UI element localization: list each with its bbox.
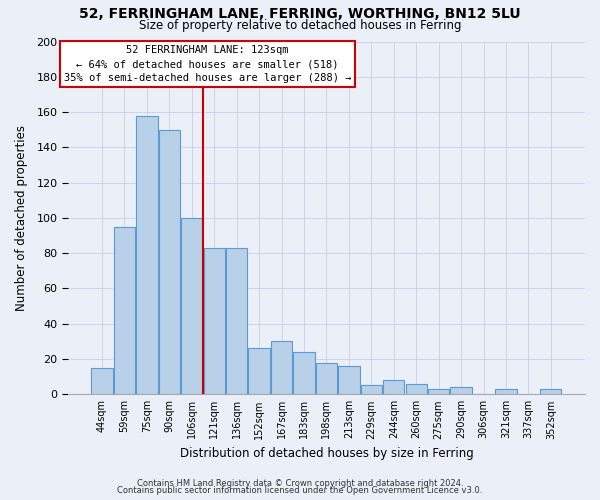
Text: 52 FERRINGHAM LANE: 123sqm
← 64% of detached houses are smaller (518)
35% of sem: 52 FERRINGHAM LANE: 123sqm ← 64% of deta…: [64, 45, 351, 83]
Bar: [293, 352, 314, 395]
Bar: [159, 130, 180, 394]
Y-axis label: Number of detached properties: Number of detached properties: [15, 125, 28, 311]
Bar: [428, 389, 449, 394]
Bar: [495, 389, 517, 394]
X-axis label: Distribution of detached houses by size in Ferring: Distribution of detached houses by size …: [179, 447, 473, 460]
Bar: [91, 368, 113, 394]
Text: Size of property relative to detached houses in Ferring: Size of property relative to detached ho…: [139, 18, 461, 32]
Bar: [226, 248, 247, 394]
Text: Contains public sector information licensed under the Open Government Licence v3: Contains public sector information licen…: [118, 486, 482, 495]
Bar: [406, 384, 427, 394]
Bar: [316, 362, 337, 394]
Text: 52, FERRINGHAM LANE, FERRING, WORTHING, BN12 5LU: 52, FERRINGHAM LANE, FERRING, WORTHING, …: [79, 8, 521, 22]
Bar: [271, 342, 292, 394]
Bar: [451, 387, 472, 394]
Bar: [136, 116, 158, 394]
Bar: [181, 218, 202, 394]
Bar: [361, 386, 382, 394]
Bar: [203, 248, 225, 394]
Bar: [383, 380, 404, 394]
Bar: [540, 389, 562, 394]
Text: Contains HM Land Registry data © Crown copyright and database right 2024.: Contains HM Land Registry data © Crown c…: [137, 478, 463, 488]
Bar: [248, 348, 270, 395]
Bar: [114, 226, 135, 394]
Bar: [338, 366, 359, 394]
